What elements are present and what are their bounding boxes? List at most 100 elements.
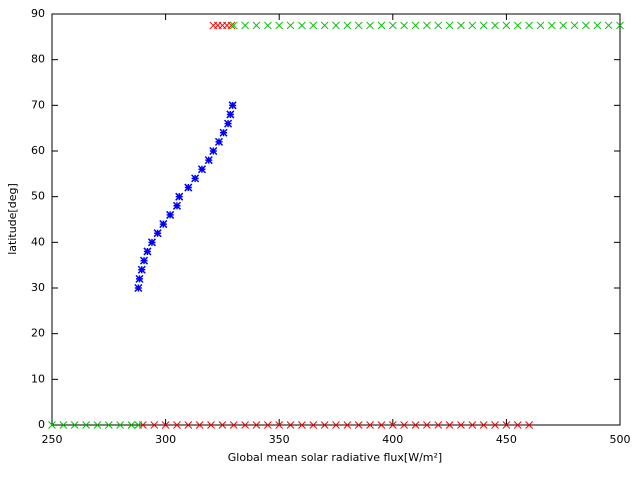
point [104,421,113,429]
point [445,421,454,429]
y-tick-label: 10 [31,372,45,385]
point [184,183,193,192]
x-tick-label: 350 [269,433,290,446]
point [423,21,431,30]
point [547,21,556,30]
point [559,21,568,30]
point [525,21,533,30]
point [434,421,443,429]
point [135,274,144,283]
point [48,421,56,429]
x-tick-label: 450 [496,433,517,446]
point [366,21,374,30]
point [263,21,272,30]
point [228,101,237,110]
point [377,21,386,30]
y-tick-label: 60 [31,144,45,157]
point [209,146,218,156]
y-tick-label: 90 [31,7,45,20]
point [172,201,181,210]
point [134,421,143,429]
point [616,21,624,30]
point [354,21,363,30]
point [332,21,340,30]
point [434,21,443,30]
point [593,21,602,30]
point [491,421,499,429]
point [320,421,329,429]
y-tick-label: 70 [31,98,45,111]
point [298,21,306,30]
point [59,421,68,429]
y-tick-label: 30 [31,281,45,294]
point [153,229,162,238]
point [229,421,238,429]
x-tick-label: 300 [155,433,176,446]
point [173,421,181,429]
point [93,421,102,429]
point [116,421,125,429]
point [241,421,249,429]
point [309,21,318,30]
point [479,21,488,30]
point [161,421,170,429]
x-axis-label: Global mean solar radiative flux[W/m²] [228,451,442,464]
point [513,21,522,30]
point [137,265,146,274]
point [184,421,193,429]
point [536,21,545,30]
point [457,421,465,429]
point [604,21,613,30]
point [143,247,152,256]
point [388,421,397,429]
point [227,21,236,30]
point [502,21,511,30]
point [343,421,352,429]
point [309,421,318,429]
point [445,21,454,30]
point [252,21,261,30]
point [207,421,215,429]
point [491,21,499,30]
point [570,21,579,30]
y-axis-label: latitude[deg] [6,183,19,255]
point [513,421,522,429]
point [388,21,397,30]
point [263,421,272,429]
y-tick-label: 80 [31,53,45,66]
point [320,21,329,30]
point [197,165,206,174]
point [82,421,90,429]
point [159,220,168,229]
point [226,110,235,119]
point [354,421,363,429]
point [139,256,149,265]
point [468,421,477,429]
point [275,21,284,30]
y-tick-label: 0 [38,418,45,431]
point [286,21,295,30]
point [423,421,431,429]
point [411,21,420,30]
point [400,21,409,30]
point [150,421,159,429]
point [175,192,184,201]
point [224,119,233,128]
point [241,21,249,30]
point [411,421,420,429]
point [204,156,213,165]
point [191,174,200,183]
point [127,421,136,429]
point [166,210,175,219]
point [219,128,228,137]
point [377,421,386,429]
point [343,21,352,30]
point [502,421,511,429]
point [366,421,374,429]
point [298,421,306,429]
point [147,238,156,247]
x-tick-label: 400 [382,433,403,446]
y-tick-label: 50 [31,190,45,203]
x-tick-label: 500 [610,433,631,446]
